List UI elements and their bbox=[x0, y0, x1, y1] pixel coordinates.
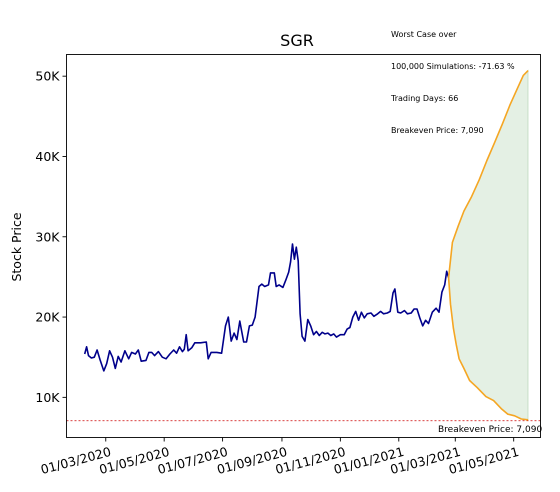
y-tick-label: 40K bbox=[35, 149, 60, 164]
y-tick-label: 50K bbox=[35, 69, 60, 84]
y-tick-label: 10K bbox=[35, 390, 60, 405]
y-axis-ticks: 10K 20K 30K 40K 50K bbox=[35, 69, 67, 405]
summary-line: Worst Case over bbox=[391, 30, 457, 40]
breakeven-label: Breakeven Price: 7,090 bbox=[438, 425, 542, 435]
y-tick-label: 20K bbox=[35, 310, 60, 325]
simulation-summary: Worst Case over 100,000 Simulations: -71… bbox=[391, 9, 515, 147]
chart-title: SGR bbox=[280, 31, 314, 50]
historical-line bbox=[83, 243, 450, 372]
summary-line: Breakeven Price: 7,090 bbox=[391, 125, 484, 135]
y-tick-label: 30K bbox=[35, 229, 60, 244]
y-axis-label: Stock Price bbox=[9, 212, 24, 281]
plot-frame bbox=[66, 54, 541, 438]
plot-area bbox=[66, 69, 541, 422]
summary-line: 100,000 Simulations: -71.63 % bbox=[391, 61, 515, 71]
summary-line: Trading Days: 66 bbox=[391, 93, 459, 103]
best-case-simulation-line bbox=[447, 70, 529, 278]
x-axis-ticks: 01/03/202001/05/202001/07/202001/09/2020… bbox=[39, 437, 520, 477]
worst-case-simulation-line bbox=[447, 277, 529, 421]
